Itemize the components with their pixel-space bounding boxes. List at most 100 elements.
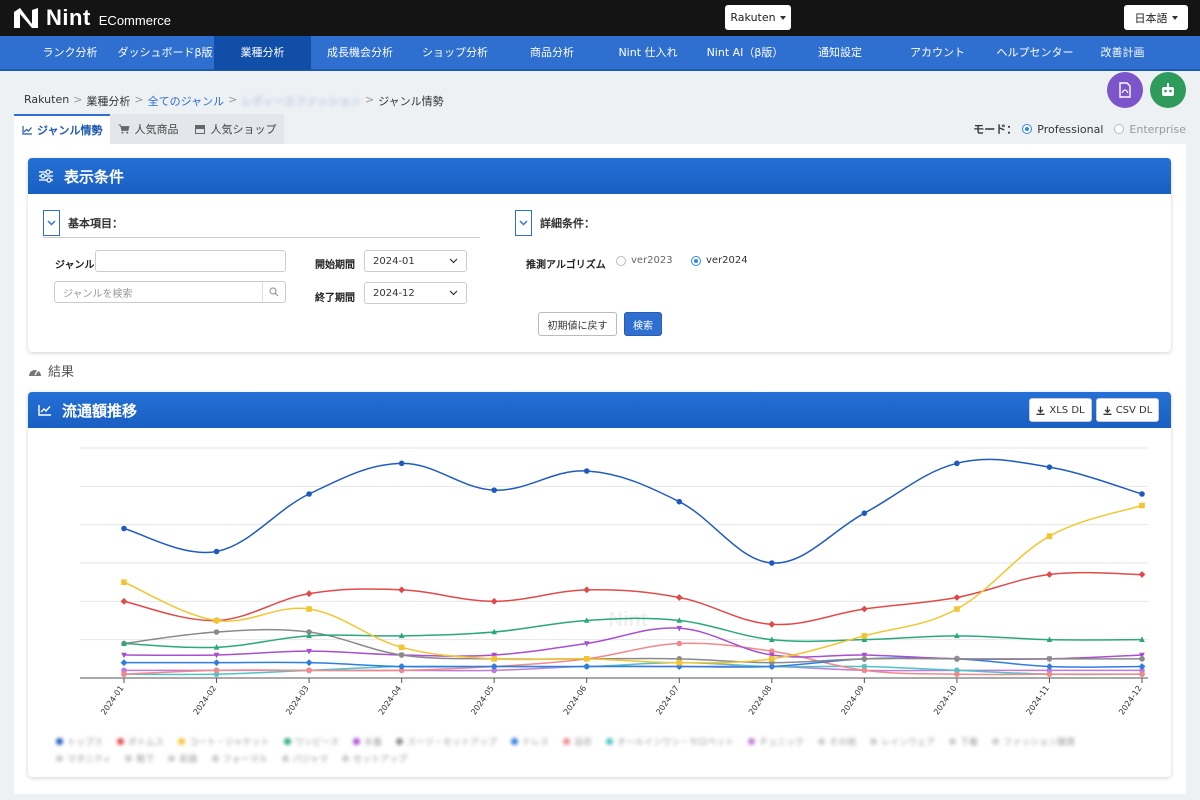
x-tick-label: 2024-05	[469, 684, 496, 717]
breadcrumb-level1[interactable]: 業種分析	[86, 95, 131, 108]
mode-option-enterprise[interactable]: Enterprise	[1129, 122, 1186, 136]
basic-section-header[interactable]: 基本項目：	[43, 210, 123, 236]
market-select[interactable]: Rakuten	[725, 5, 791, 30]
legend-item[interactable]: その他	[818, 735, 856, 748]
data-point	[398, 652, 405, 658]
nav-industry-analysis[interactable]: 業種分析	[214, 36, 311, 70]
legend-marker	[125, 755, 133, 762]
legend-marker	[818, 738, 826, 745]
chevron-down-icon[interactable]	[515, 210, 532, 236]
data-point	[769, 636, 775, 642]
tab-popular-products[interactable]: 人気商品	[110, 114, 187, 144]
nav-product-analysis[interactable]: 商品分析	[530, 46, 574, 59]
legend-marker	[283, 738, 291, 745]
language-select[interactable]: 日本語	[1124, 5, 1188, 30]
data-point	[213, 671, 220, 677]
conditions-panel-header: 表示条件	[28, 158, 1171, 194]
legend-item[interactable]: 下着	[949, 735, 978, 748]
legend-item[interactable]: チュニック	[748, 735, 804, 748]
end-period-select[interactable]: 2024-12	[364, 282, 467, 304]
search-icon[interactable]	[262, 282, 279, 302]
legend-item[interactable]: ファッション雑貨	[992, 735, 1075, 748]
mode-option-professional[interactable]: Professional	[1037, 122, 1104, 136]
pdf-export-button[interactable]	[1107, 72, 1143, 108]
breadcrumb-root[interactable]: Rakuten	[24, 93, 70, 106]
data-point	[861, 510, 868, 516]
legend-item[interactable]: 水着	[353, 735, 382, 748]
breadcrumb-level2[interactable]: 全てのジャンル	[147, 95, 225, 108]
legend-item[interactable]: マタニティ	[56, 752, 111, 765]
tab-genre-trend[interactable]: ジャンル情勢	[14, 114, 111, 144]
data-point	[491, 667, 497, 674]
series-line	[123, 504, 1143, 664]
legend-item[interactable]: フォーマル	[211, 752, 268, 765]
nav-nint-ai[interactable]: Nint AI（β版）	[706, 46, 784, 59]
legend-item[interactable]: ドレス	[511, 735, 549, 748]
sales-trend-chart: Nint 2024-01 2024-02 2024-03 2024-04 2024-05 2…	[80, 447, 1148, 717]
breadcrumb: Rakuten > 業種分析 > 全てのジャンル > レディースファッション >…	[24, 93, 444, 109]
legend-item[interactable]: レインウェア	[870, 735, 935, 748]
breadcrumb-level3[interactable]: レディースファッション	[241, 95, 361, 108]
data-point	[490, 597, 498, 605]
ai-assistant-button[interactable]	[1150, 72, 1186, 108]
xls-download-button[interactable]: XLS DL	[1029, 398, 1092, 422]
chevron-down-icon[interactable]	[43, 210, 60, 236]
legend-label: コート・ジャケット	[189, 738, 270, 748]
pdf-file-icon	[1119, 82, 1131, 98]
algorithm-option-2024[interactable]: ver2024	[691, 255, 748, 266]
nav-improvement-plan[interactable]: 改善計画	[1100, 46, 1145, 59]
legend-marker	[281, 755, 289, 762]
algorithm-radio-2023[interactable]	[616, 255, 626, 266]
nint-logo[interactable]: Nint ECommerce	[12, 5, 171, 30]
main-nav: ランク分析 ダッシュボードβ版 業種分析 成長機会分析 ショップ分析 商品分析 …	[0, 36, 1200, 71]
legend-item[interactable]: スーツ・セットアップ	[396, 735, 497, 748]
legend-item[interactable]: ワンピース	[283, 735, 340, 748]
legend-item[interactable]: ボトムス	[117, 735, 164, 748]
mode-radio-professional[interactable]	[1022, 124, 1033, 134]
brand-name: Nint	[46, 5, 91, 30]
legend-label: ワンピース	[294, 738, 340, 748]
reset-button[interactable]: 初期値に戻す	[538, 312, 617, 336]
data-point	[861, 636, 868, 642]
nav-rank-analysis[interactable]: ランク分析	[42, 46, 98, 59]
detail-section-header[interactable]: 詳細条件：	[515, 210, 595, 236]
legend-item[interactable]: 浴衣	[563, 735, 592, 748]
nav-shop-analysis[interactable]: ショップ分析	[422, 46, 488, 59]
genre-search-input[interactable]: ジャンルを検索	[54, 281, 286, 303]
genre-field[interactable]	[95, 250, 286, 272]
basic-section-title: 基本項目：	[68, 217, 123, 230]
tab-popular-shops-label: 人気ショップ	[210, 123, 277, 136]
data-point	[768, 663, 776, 670]
legend-item[interactable]: トップス	[56, 735, 103, 748]
nav-nint-purchase[interactable]: Nint 仕入れ	[618, 46, 678, 59]
algorithm-radio-2024[interactable]	[691, 255, 701, 266]
data-point	[1139, 502, 1145, 509]
data-point	[1139, 671, 1145, 677]
data-point	[121, 667, 127, 674]
nav-growth-opportunity[interactable]: 成長機会分析	[327, 46, 393, 59]
legend-item[interactable]: パジャマ	[281, 752, 328, 765]
legend-item[interactable]: オールインワン・サロペット	[606, 735, 734, 748]
data-point	[1046, 636, 1053, 642]
data-point	[398, 460, 405, 467]
data-point	[306, 629, 312, 635]
tab-popular-shops[interactable]: 人気ショップ	[186, 114, 285, 144]
start-period-select[interactable]: 2024-01	[364, 250, 467, 272]
legend-item[interactable]: コート・ジャケット	[178, 735, 270, 748]
legend-item[interactable]: 靴下	[125, 752, 154, 765]
legend-item[interactable]: セットアップ	[342, 752, 407, 765]
nav-account[interactable]: アカウント	[910, 46, 965, 59]
series-line	[123, 458, 1143, 564]
search-button[interactable]: 検索	[624, 312, 662, 336]
nav-notification-settings[interactable]: 通知設定	[818, 46, 862, 59]
mode-radio-enterprise[interactable]	[1114, 124, 1125, 134]
series-line	[123, 642, 1142, 676]
nav-dashboard-beta[interactable]: ダッシュボードβ版	[117, 46, 213, 59]
legend-item[interactable]: 和装	[168, 752, 198, 765]
nav-help-center[interactable]: ヘルプセンター	[996, 46, 1074, 59]
line-chart-icon	[38, 405, 51, 416]
data-point	[954, 656, 960, 662]
csv-download-button[interactable]: CSV DL	[1096, 398, 1159, 422]
data-point	[769, 652, 775, 659]
algorithm-option-2023[interactable]: ver2023	[616, 255, 673, 266]
